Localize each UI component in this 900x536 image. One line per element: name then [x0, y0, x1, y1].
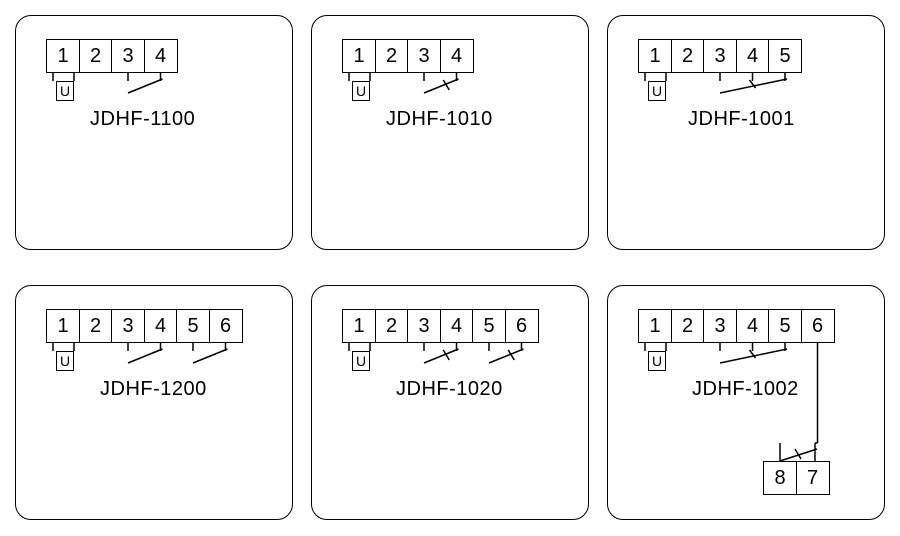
wires-overlay — [312, 286, 590, 521]
diagram-canvas: 1234UJDHF-11001234UJDHF-101012345UJDHF-1… — [0, 0, 900, 536]
schematic-panel: 123456UJDHF-1020 — [311, 285, 589, 520]
schematic-panel: 12345UJDHF-1001 — [607, 15, 885, 250]
schematic-panel: 123456UJDHF-100287 — [607, 285, 885, 520]
schematic-panel: 123456UJDHF-1200 — [15, 285, 293, 520]
terminal-box: 7 — [796, 461, 830, 495]
schematic-panel: 1234UJDHF-1010 — [311, 15, 589, 250]
schematic-panel: 1234UJDHF-1100 — [15, 15, 293, 250]
terminal-box: 8 — [763, 461, 797, 495]
wires-overlay — [608, 16, 886, 251]
terminal-row-extra: 87 — [763, 461, 830, 495]
wires-overlay — [312, 16, 590, 251]
wires-overlay — [16, 286, 294, 521]
wires-overlay — [16, 16, 294, 251]
wires-overlay — [608, 286, 886, 521]
